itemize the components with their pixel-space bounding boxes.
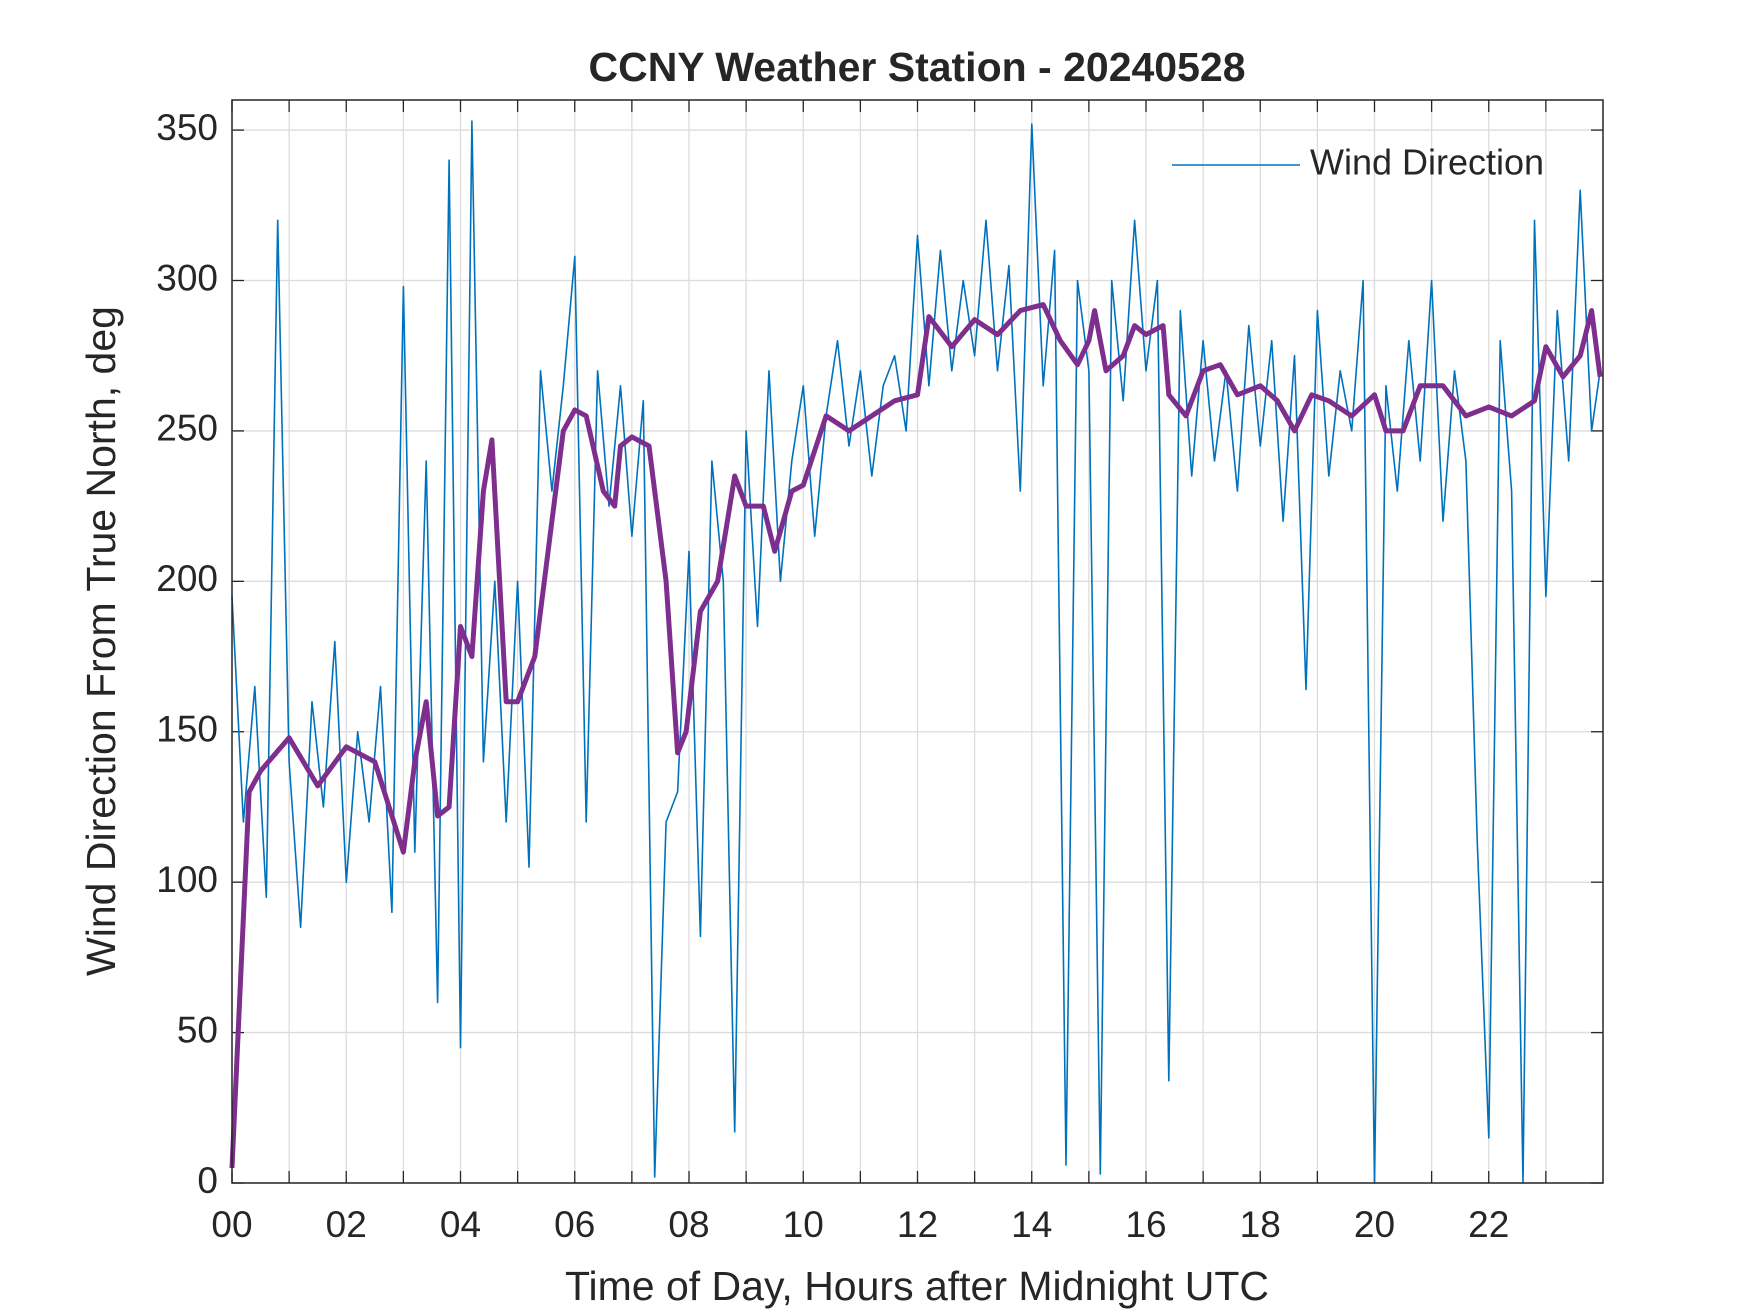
y-tick-label: 300: [156, 257, 218, 298]
y-tick-label: 100: [156, 859, 218, 900]
y-tick-label: 50: [177, 1009, 218, 1050]
y-tick-label: 350: [156, 107, 218, 148]
y-tick-label: 150: [156, 709, 218, 750]
y-tick-label: 250: [156, 408, 218, 449]
x-axis-label: Time of Day, Hours after Midnight UTC: [565, 1263, 1269, 1309]
chart-title: CCNY Weather Station - 20240528: [588, 44, 1245, 90]
x-tick-label: 10: [783, 1204, 824, 1245]
y-tick-label: 0: [197, 1160, 218, 1201]
y-axis-label: Wind Direction From True North, deg: [78, 306, 124, 976]
x-tick-label: 20: [1354, 1204, 1395, 1245]
x-tick-label: 02: [326, 1204, 367, 1245]
x-tick-label: 16: [1125, 1204, 1166, 1245]
x-tick-label: 04: [440, 1204, 481, 1245]
x-tick-label: 14: [1011, 1204, 1052, 1245]
x-tick-label: 06: [554, 1204, 595, 1245]
x-tick-label: 08: [668, 1204, 709, 1245]
data-line: [229, 302, 1603, 1169]
y-tick-label: 200: [156, 558, 218, 599]
x-tick-label: 12: [897, 1204, 938, 1245]
x-tick-label: 18: [1240, 1204, 1281, 1245]
x-tick-label: 00: [211, 1204, 252, 1245]
x-tick-label: 22: [1468, 1204, 1509, 1245]
legend-label: Wind Direction: [1310, 142, 1544, 183]
plot-frame: [231, 99, 1604, 1184]
